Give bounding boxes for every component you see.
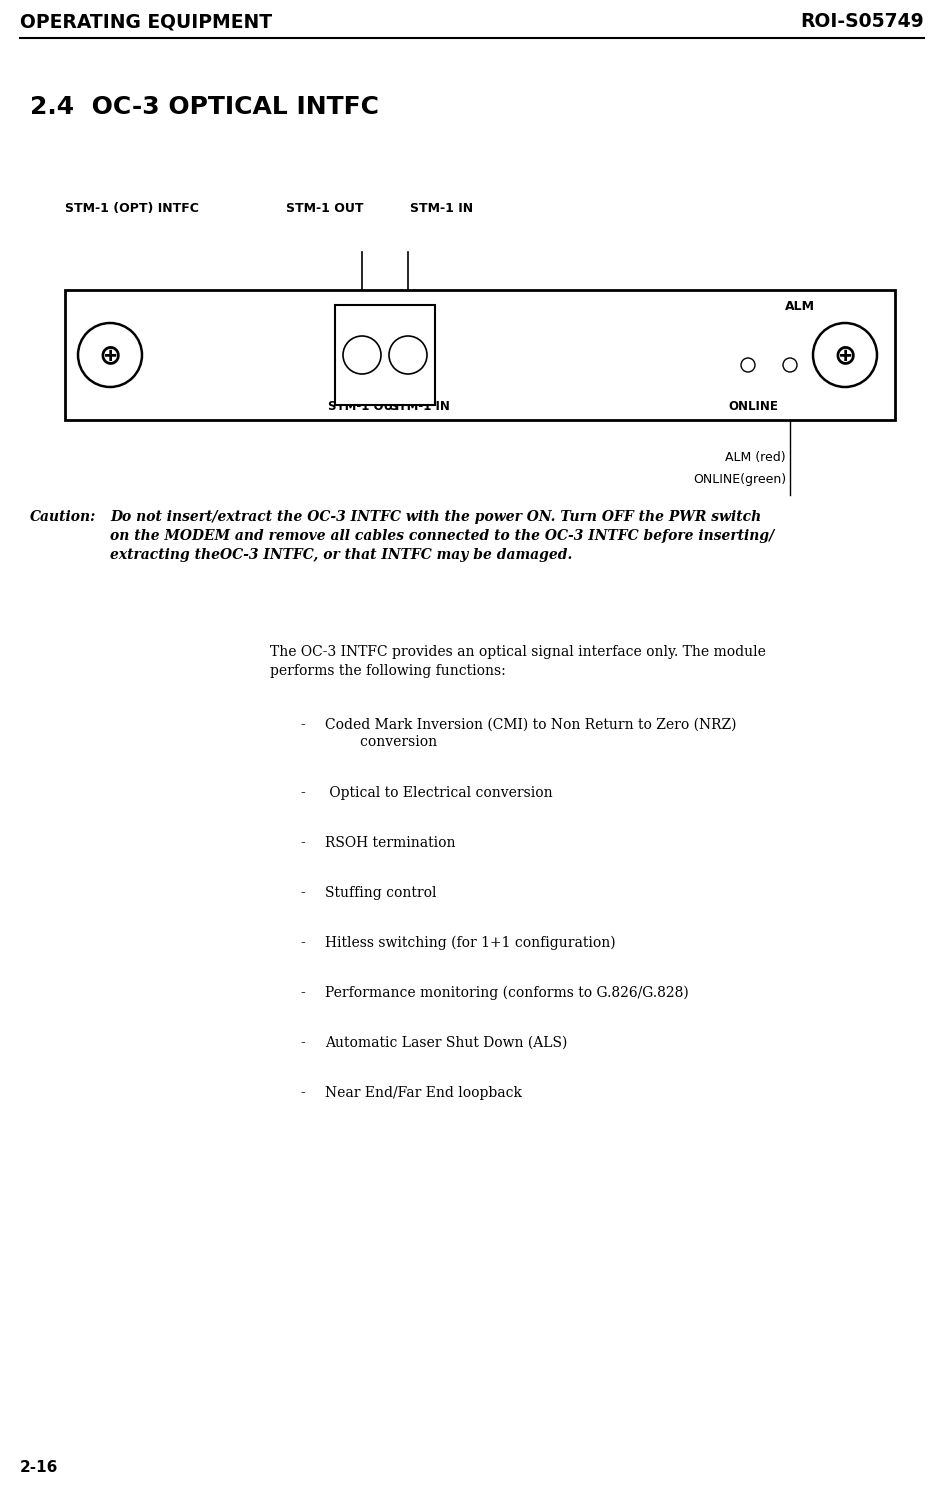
Text: STM-1 IN: STM-1 IN bbox=[390, 400, 450, 414]
Text: -: - bbox=[300, 1036, 305, 1050]
Text: -: - bbox=[300, 936, 305, 950]
Text: Coded Mark Inversion (CMI) to Non Return to Zero (NRZ)
        conversion: Coded Mark Inversion (CMI) to Non Return… bbox=[325, 718, 736, 749]
Text: Caution:: Caution: bbox=[30, 511, 96, 524]
Ellipse shape bbox=[783, 358, 797, 372]
Ellipse shape bbox=[78, 322, 142, 387]
Text: -: - bbox=[300, 836, 305, 850]
Text: ⊕: ⊕ bbox=[98, 340, 122, 369]
Text: ⊕: ⊕ bbox=[834, 340, 856, 369]
Bar bbox=[65, 290, 895, 420]
Text: ALM: ALM bbox=[785, 300, 815, 314]
Text: -: - bbox=[300, 1085, 305, 1100]
Text: Do not insert/extract the OC-3 INTFC with the power ON. Turn OFF the PWR switch
: Do not insert/extract the OC-3 INTFC wit… bbox=[110, 511, 774, 561]
Bar bbox=[335, 305, 435, 405]
Text: 2.4  OC-3 OPTICAL INTFC: 2.4 OC-3 OPTICAL INTFC bbox=[30, 96, 379, 119]
Ellipse shape bbox=[389, 336, 427, 375]
Text: STM-1 IN: STM-1 IN bbox=[410, 202, 473, 215]
Text: -: - bbox=[300, 718, 305, 732]
Text: STM-1 (OPT) INTFC: STM-1 (OPT) INTFC bbox=[65, 202, 199, 215]
Text: STM-1 OUT: STM-1 OUT bbox=[329, 400, 401, 414]
Text: Performance monitoring (conforms to G.826/G.828): Performance monitoring (conforms to G.82… bbox=[325, 985, 689, 1000]
Text: 2-16: 2-16 bbox=[20, 1460, 59, 1475]
Text: Near End/Far End loopback: Near End/Far End loopback bbox=[325, 1085, 522, 1100]
Text: ONLINE(green): ONLINE(green) bbox=[693, 473, 786, 487]
Text: Stuffing control: Stuffing control bbox=[325, 885, 436, 900]
Text: ROI-S05749: ROI-S05749 bbox=[801, 12, 924, 31]
Ellipse shape bbox=[813, 322, 877, 387]
Text: The OC-3 INTFC provides an optical signal interface only. The module
performs th: The OC-3 INTFC provides an optical signa… bbox=[270, 645, 766, 678]
Text: OPERATING EQUIPMENT: OPERATING EQUIPMENT bbox=[20, 12, 272, 31]
Text: RSOH termination: RSOH termination bbox=[325, 836, 456, 850]
Text: Optical to Electrical conversion: Optical to Electrical conversion bbox=[325, 785, 552, 800]
Text: ALM (red): ALM (red) bbox=[725, 451, 786, 463]
Text: Automatic Laser Shut Down (ALS): Automatic Laser Shut Down (ALS) bbox=[325, 1036, 567, 1050]
Text: -: - bbox=[300, 785, 305, 800]
Ellipse shape bbox=[741, 358, 755, 372]
Text: -: - bbox=[300, 985, 305, 1000]
Text: STM-1 OUT: STM-1 OUT bbox=[286, 202, 364, 215]
Text: ONLINE: ONLINE bbox=[728, 400, 778, 414]
Text: -: - bbox=[300, 885, 305, 900]
Ellipse shape bbox=[343, 336, 381, 375]
Text: Hitless switching (for 1+1 configuration): Hitless switching (for 1+1 configuration… bbox=[325, 936, 615, 951]
